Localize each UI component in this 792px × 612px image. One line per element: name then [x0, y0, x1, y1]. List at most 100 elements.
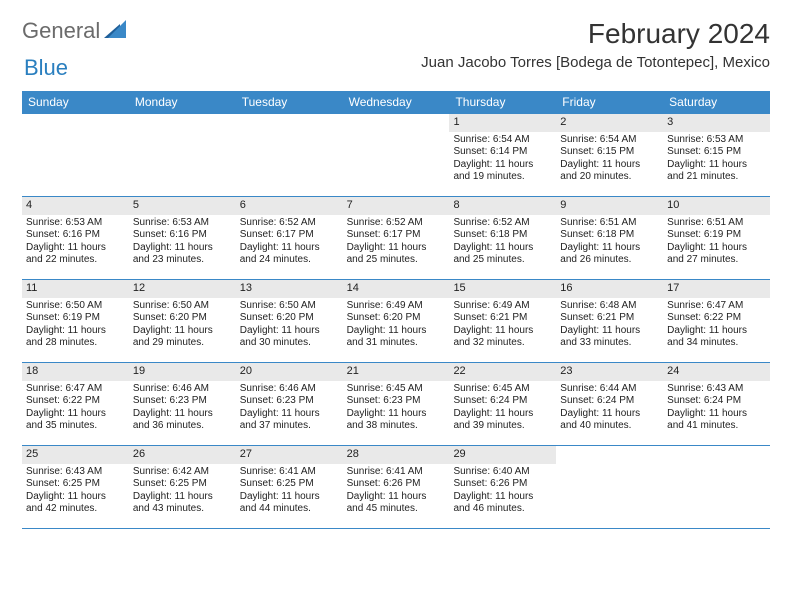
daylight-text: Daylight: 11 hours and 21 minutes.: [667, 159, 766, 184]
day-cell: 4Sunrise: 6:53 AMSunset: 6:16 PMDaylight…: [22, 197, 129, 279]
sunset-text: Sunset: 6:24 PM: [667, 395, 766, 408]
sunrise-text: Sunrise: 6:45 AM: [347, 383, 446, 396]
sunset-text: Sunset: 6:20 PM: [347, 312, 446, 325]
day-number: 11: [22, 280, 129, 298]
day-number: 16: [556, 280, 663, 298]
daylight-text: Daylight: 11 hours and 25 minutes.: [453, 242, 552, 267]
day-header: Monday: [129, 91, 236, 113]
sunset-text: Sunset: 6:23 PM: [240, 395, 339, 408]
day-number: 29: [449, 446, 556, 464]
day-body: Sunrise: 6:43 AMSunset: 6:24 PMDaylight:…: [663, 381, 770, 437]
sunrise-text: Sunrise: 6:50 AM: [133, 300, 232, 313]
day-cell: 22Sunrise: 6:45 AMSunset: 6:24 PMDayligh…: [449, 363, 556, 445]
day-body: Sunrise: 6:54 AMSunset: 6:15 PMDaylight:…: [556, 132, 663, 188]
sunset-text: Sunset: 6:17 PM: [240, 229, 339, 242]
title-block: February 2024 Juan Jacobo Torres [Bodega…: [421, 18, 770, 71]
daylight-text: Daylight: 11 hours and 35 minutes.: [26, 408, 125, 433]
daylight-text: Daylight: 11 hours and 20 minutes.: [560, 159, 659, 184]
day-number: 10: [663, 197, 770, 215]
day-cell: 19Sunrise: 6:46 AMSunset: 6:23 PMDayligh…: [129, 363, 236, 445]
day-body: Sunrise: 6:52 AMSunset: 6:17 PMDaylight:…: [343, 215, 450, 271]
sunrise-text: Sunrise: 6:42 AM: [133, 466, 232, 479]
day-cell-empty: [129, 114, 236, 196]
day-cell: 25Sunrise: 6:43 AMSunset: 6:25 PMDayligh…: [22, 446, 129, 528]
day-body: Sunrise: 6:42 AMSunset: 6:25 PMDaylight:…: [129, 464, 236, 520]
day-body: Sunrise: 6:48 AMSunset: 6:21 PMDaylight:…: [556, 298, 663, 354]
day-cell: 17Sunrise: 6:47 AMSunset: 6:22 PMDayligh…: [663, 280, 770, 362]
day-number: 13: [236, 280, 343, 298]
sunset-text: Sunset: 6:22 PM: [667, 312, 766, 325]
day-number: 20: [236, 363, 343, 381]
day-header: Friday: [556, 91, 663, 113]
sunset-text: Sunset: 6:18 PM: [453, 229, 552, 242]
weeks-container: 1Sunrise: 6:54 AMSunset: 6:14 PMDaylight…: [22, 113, 770, 529]
sunrise-text: Sunrise: 6:52 AM: [240, 217, 339, 230]
daylight-text: Daylight: 11 hours and 24 minutes.: [240, 242, 339, 267]
sunrise-text: Sunrise: 6:53 AM: [667, 134, 766, 147]
sunrise-text: Sunrise: 6:48 AM: [560, 300, 659, 313]
day-header: Wednesday: [343, 91, 450, 113]
sunset-text: Sunset: 6:17 PM: [347, 229, 446, 242]
day-number: 1: [449, 114, 556, 132]
sunrise-text: Sunrise: 6:53 AM: [133, 217, 232, 230]
day-cell: 29Sunrise: 6:40 AMSunset: 6:26 PMDayligh…: [449, 446, 556, 528]
day-body: Sunrise: 6:50 AMSunset: 6:19 PMDaylight:…: [22, 298, 129, 354]
week-row: 18Sunrise: 6:47 AMSunset: 6:22 PMDayligh…: [22, 363, 770, 446]
sunrise-text: Sunrise: 6:50 AM: [240, 300, 339, 313]
daylight-text: Daylight: 11 hours and 19 minutes.: [453, 159, 552, 184]
daylight-text: Daylight: 11 hours and 43 minutes.: [133, 491, 232, 516]
sunrise-text: Sunrise: 6:44 AM: [560, 383, 659, 396]
daylight-text: Daylight: 11 hours and 23 minutes.: [133, 242, 232, 267]
day-cell-empty: [343, 114, 450, 196]
day-number: 3: [663, 114, 770, 132]
day-number: 4: [22, 197, 129, 215]
day-cell-empty: [663, 446, 770, 528]
day-cell: 20Sunrise: 6:46 AMSunset: 6:23 PMDayligh…: [236, 363, 343, 445]
day-body: Sunrise: 6:44 AMSunset: 6:24 PMDaylight:…: [556, 381, 663, 437]
sunrise-text: Sunrise: 6:46 AM: [240, 383, 339, 396]
day-body: Sunrise: 6:41 AMSunset: 6:26 PMDaylight:…: [343, 464, 450, 520]
day-body: Sunrise: 6:47 AMSunset: 6:22 PMDaylight:…: [663, 298, 770, 354]
daylight-text: Daylight: 11 hours and 40 minutes.: [560, 408, 659, 433]
daylight-text: Daylight: 11 hours and 31 minutes.: [347, 325, 446, 350]
daylight-text: Daylight: 11 hours and 29 minutes.: [133, 325, 232, 350]
day-number: 26: [129, 446, 236, 464]
day-cell: 6Sunrise: 6:52 AMSunset: 6:17 PMDaylight…: [236, 197, 343, 279]
day-cell: 28Sunrise: 6:41 AMSunset: 6:26 PMDayligh…: [343, 446, 450, 528]
day-number: 12: [129, 280, 236, 298]
day-cell: 27Sunrise: 6:41 AMSunset: 6:25 PMDayligh…: [236, 446, 343, 528]
sunset-text: Sunset: 6:15 PM: [667, 146, 766, 159]
calendar: SundayMondayTuesdayWednesdayThursdayFrid…: [22, 91, 770, 529]
logo-text-b: Blue: [24, 55, 68, 80]
sunset-text: Sunset: 6:21 PM: [453, 312, 552, 325]
sunset-text: Sunset: 6:26 PM: [453, 478, 552, 491]
day-cell: 10Sunrise: 6:51 AMSunset: 6:19 PMDayligh…: [663, 197, 770, 279]
sunset-text: Sunset: 6:15 PM: [560, 146, 659, 159]
day-number: 18: [22, 363, 129, 381]
sunrise-text: Sunrise: 6:54 AM: [453, 134, 552, 147]
week-row: 25Sunrise: 6:43 AMSunset: 6:25 PMDayligh…: [22, 446, 770, 529]
day-header: Saturday: [663, 91, 770, 113]
day-cell: 1Sunrise: 6:54 AMSunset: 6:14 PMDaylight…: [449, 114, 556, 196]
daylight-text: Daylight: 11 hours and 25 minutes.: [347, 242, 446, 267]
day-body: Sunrise: 6:41 AMSunset: 6:25 PMDaylight:…: [236, 464, 343, 520]
day-number: 5: [129, 197, 236, 215]
sunrise-text: Sunrise: 6:46 AM: [133, 383, 232, 396]
day-header: Thursday: [449, 91, 556, 113]
day-header: Tuesday: [236, 91, 343, 113]
day-cell: 2Sunrise: 6:54 AMSunset: 6:15 PMDaylight…: [556, 114, 663, 196]
location: Juan Jacobo Torres [Bodega de Totontepec…: [421, 54, 770, 71]
day-header-row: SundayMondayTuesdayWednesdayThursdayFrid…: [22, 91, 770, 113]
sunset-text: Sunset: 6:16 PM: [26, 229, 125, 242]
day-body: Sunrise: 6:50 AMSunset: 6:20 PMDaylight:…: [129, 298, 236, 354]
day-body: Sunrise: 6:47 AMSunset: 6:22 PMDaylight:…: [22, 381, 129, 437]
day-number: 2: [556, 114, 663, 132]
sunrise-text: Sunrise: 6:45 AM: [453, 383, 552, 396]
sunrise-text: Sunrise: 6:49 AM: [347, 300, 446, 313]
day-cell: 3 Sunrise: 6:53 AMSunset: 6:15 PMDaylight…: [663, 114, 770, 196]
day-body: Sunrise: 6:52 AMSunset: 6:18 PMDaylight:…: [449, 215, 556, 271]
day-body: Sunrise: 6:40 AMSunset: 6:26 PMDaylight:…: [449, 464, 556, 520]
day-cell-empty: [236, 114, 343, 196]
day-cell: 15Sunrise: 6:49 AMSunset: 6:21 PMDayligh…: [449, 280, 556, 362]
sunrise-text: Sunrise: 6:41 AM: [240, 466, 339, 479]
